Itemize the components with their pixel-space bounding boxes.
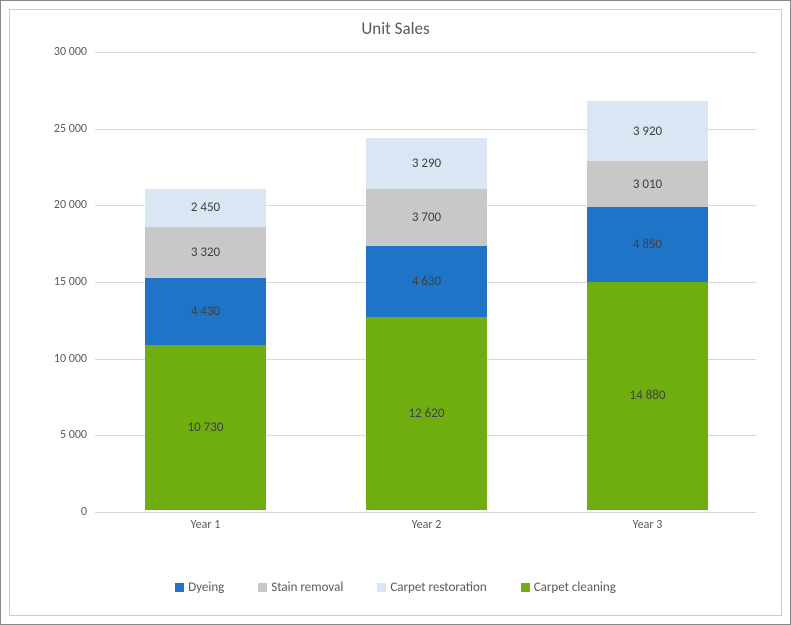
bar-segment: 12 620 bbox=[366, 317, 488, 511]
y-axis-label: 5 000 bbox=[35, 428, 87, 442]
chart-container: Unit Sales 05 00010 00015 00020 00025 00… bbox=[0, 0, 791, 625]
legend-label: Dyeing bbox=[188, 580, 224, 595]
bar-segment: 2 450 bbox=[145, 189, 267, 227]
bar-segment: 4 630 bbox=[366, 246, 488, 317]
legend-swatch bbox=[521, 583, 530, 592]
gridline bbox=[95, 512, 756, 513]
bar-segment: 14 880 bbox=[587, 282, 709, 510]
legend-item: Carpet cleaning bbox=[521, 580, 616, 595]
bar-segment: 4 430 bbox=[145, 278, 267, 346]
legend-swatch bbox=[377, 583, 386, 592]
x-axis-label: Year 1 bbox=[191, 518, 221, 532]
x-axis-label: Year 3 bbox=[633, 518, 663, 532]
y-axis-label: 20 000 bbox=[35, 198, 87, 212]
plot-area: 05 00010 00015 00020 00025 00030 00010 7… bbox=[95, 52, 756, 510]
y-axis-label: 10 000 bbox=[35, 352, 87, 366]
bar-segment: 3 700 bbox=[366, 189, 488, 246]
bar-segment: 10 730 bbox=[145, 345, 267, 510]
legend: Dyeing Stain removal Carpet restoration Car… bbox=[10, 580, 781, 595]
bar-segment: 3 010 bbox=[587, 161, 709, 207]
legend-item: Dyeing bbox=[175, 580, 224, 595]
y-axis-label: 25 000 bbox=[35, 122, 87, 136]
legend-item: Carpet restoration bbox=[377, 580, 486, 595]
bar-segment: 3 920 bbox=[587, 101, 709, 161]
legend-swatch bbox=[175, 583, 184, 592]
legend-label: Carpet restoration bbox=[390, 580, 486, 595]
y-axis-label: 0 bbox=[35, 505, 87, 519]
x-axis-label: Year 2 bbox=[412, 518, 442, 532]
legend-item: Stain removal bbox=[258, 580, 343, 595]
chart-inner: Unit Sales 05 00010 00015 00020 00025 00… bbox=[9, 9, 782, 616]
chart-title: Unit Sales bbox=[10, 10, 781, 39]
bar-segment: 4 850 bbox=[587, 207, 709, 281]
bar-segment: 3 320 bbox=[145, 227, 267, 278]
y-axis-label: 30 000 bbox=[35, 45, 87, 59]
legend-label: Carpet cleaning bbox=[534, 580, 616, 595]
bar-segment: 3 290 bbox=[366, 138, 488, 188]
y-axis-label: 15 000 bbox=[35, 275, 87, 289]
legend-label: Stain removal bbox=[271, 580, 343, 595]
legend-swatch bbox=[258, 583, 267, 592]
gridline bbox=[95, 52, 756, 53]
